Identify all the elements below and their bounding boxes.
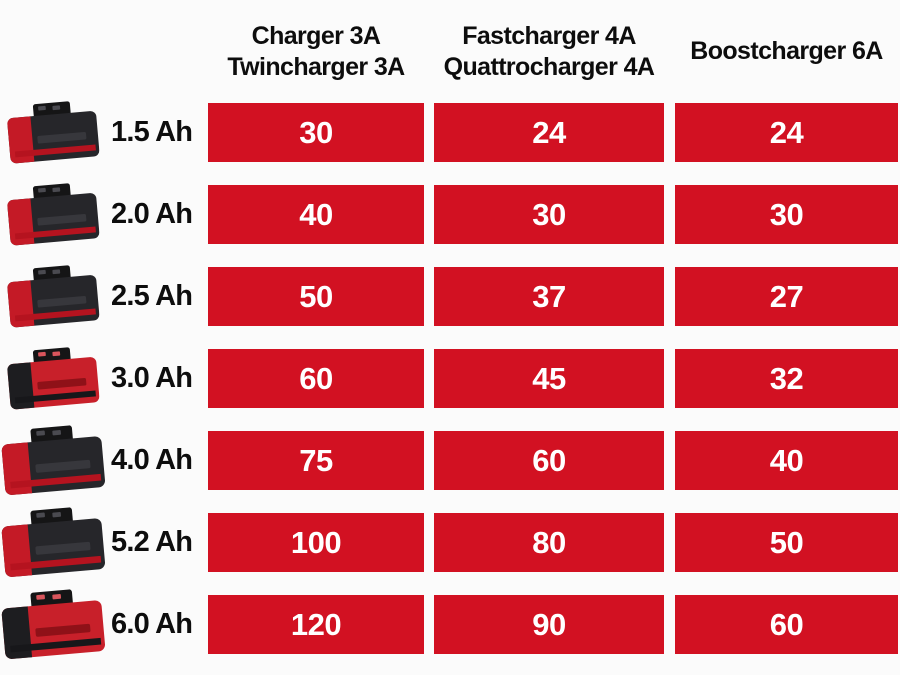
battery-icon [0, 587, 106, 663]
battery-icon [0, 505, 106, 581]
value-cell: 60 [208, 349, 424, 408]
capacity-label: 2.5 Ah [111, 280, 193, 312]
column-header-line2: Quattrocharger 4A [443, 52, 655, 81]
column-header-boostcharger-6a: Boostcharger 6A [675, 36, 898, 67]
value-cell: 24 [434, 103, 664, 162]
battery-icon [0, 423, 106, 499]
value-cell: 30 [675, 185, 898, 244]
capacity-label: 6.0 Ah [111, 608, 193, 640]
table-row: 4.0 Ah 75 60 40 [0, 431, 900, 490]
column-header-line2: Twincharger 3A [227, 52, 405, 81]
row-label-area: 4.0 Ah [0, 431, 208, 490]
capacity-label: 4.0 Ah [111, 444, 193, 476]
row-label-area: 6.0 Ah [0, 595, 208, 654]
table-row: 5.2 Ah 100 80 50 [0, 513, 900, 572]
table-row: 2.5 Ah 50 37 27 [0, 267, 900, 326]
table-row: 6.0 Ah 120 90 60 [0, 595, 900, 654]
battery-icon [0, 347, 106, 411]
value-cell: 120 [208, 595, 424, 654]
capacity-label: 2.0 Ah [111, 198, 193, 230]
row-label-area: 2.5 Ah [0, 267, 208, 326]
column-header-line1: Charger 3A [251, 21, 381, 50]
value-cell: 60 [434, 431, 664, 490]
column-header-line1: Fastcharger 4A [462, 21, 636, 50]
row-label-area: 5.2 Ah [0, 513, 208, 572]
value-cell: 40 [675, 431, 898, 490]
capacity-label: 1.5 Ah [111, 116, 193, 148]
column-header-line1: Boostcharger 6A [690, 37, 883, 65]
row-label-area: 1.5 Ah [0, 103, 208, 162]
value-cell: 100 [208, 513, 424, 572]
capacity-label: 5.2 Ah [111, 526, 193, 558]
value-cell: 30 [208, 103, 424, 162]
value-cell: 32 [675, 349, 898, 408]
value-cell: 60 [675, 595, 898, 654]
row-label-area: 2.0 Ah [0, 185, 208, 244]
battery-icon [0, 101, 106, 165]
table-row: 2.0 Ah 40 30 30 [0, 185, 900, 244]
value-cell: 27 [675, 267, 898, 326]
value-cell: 45 [434, 349, 664, 408]
header-row: Charger 3A Twincharger 3A Fastcharger 4A… [0, 0, 900, 103]
value-cell: 75 [208, 431, 424, 490]
column-header-fastcharger-4a: Fastcharger 4A Quattrocharger 4A [434, 21, 664, 83]
value-cell: 90 [434, 595, 664, 654]
capacity-label: 3.0 Ah [111, 362, 193, 394]
value-cell: 50 [208, 267, 424, 326]
value-cell: 24 [675, 103, 898, 162]
value-cell: 37 [434, 267, 664, 326]
value-cell: 80 [434, 513, 664, 572]
row-label-area: 3.0 Ah [0, 349, 208, 408]
value-cell: 40 [208, 185, 424, 244]
value-cell: 50 [675, 513, 898, 572]
battery-icon [0, 265, 106, 329]
value-cell: 30 [434, 185, 664, 244]
column-header-charger-3a: Charger 3A Twincharger 3A [208, 21, 424, 83]
table-row: 3.0 Ah 60 45 32 [0, 349, 900, 408]
table-row: 1.5 Ah 30 24 24 [0, 103, 900, 162]
battery-icon [0, 183, 106, 247]
